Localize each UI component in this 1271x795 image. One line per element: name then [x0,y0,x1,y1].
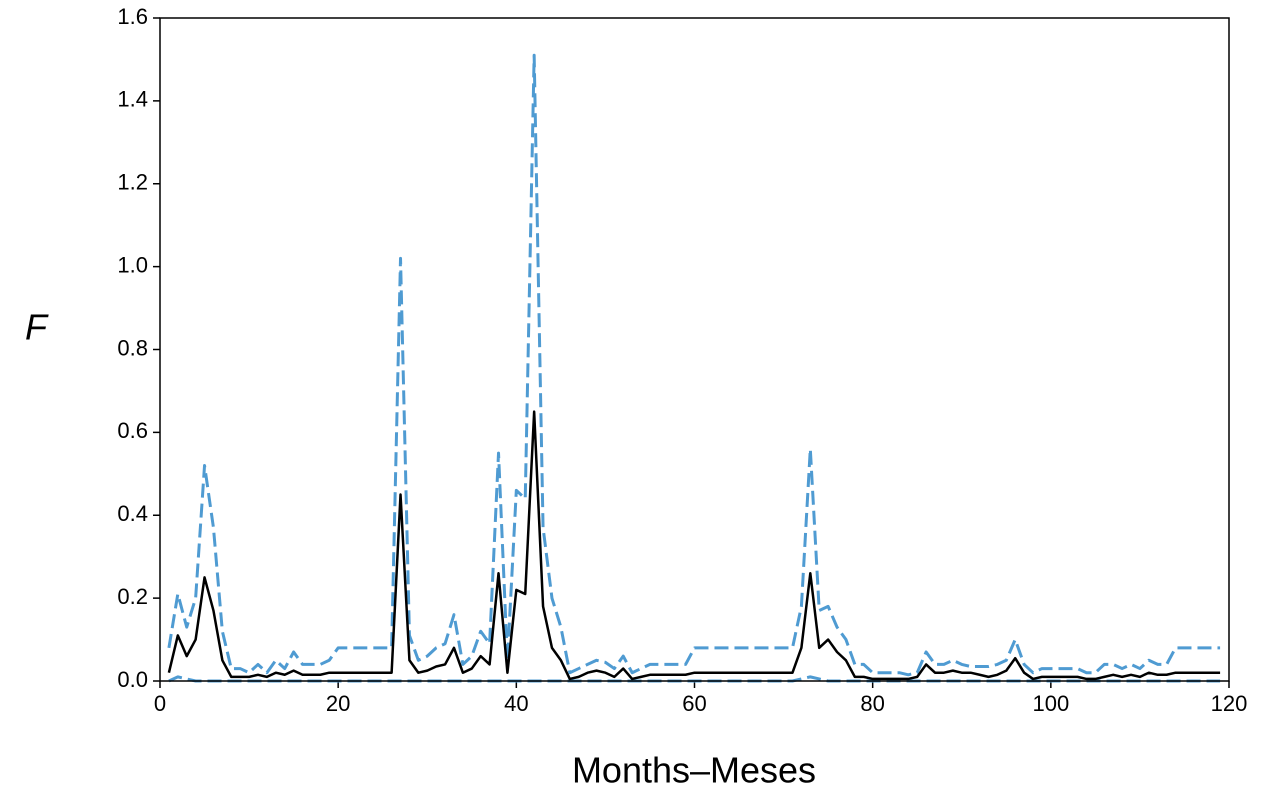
x-tick-label: 120 [1211,691,1248,716]
y-tick-label: 1.6 [117,4,148,29]
x-tick-label: 40 [504,691,528,716]
y-tick-label: 1.0 [117,252,148,277]
series-line [167,53,1221,677]
series-line [167,410,1221,681]
y-tick-label: 1.2 [117,170,148,195]
x-tick-label: 20 [326,691,350,716]
x-tick-label: 100 [1032,691,1069,716]
y-tick-label: 1.4 [117,87,148,112]
x-tick-label: 60 [682,691,706,716]
y-tick-label: 0.4 [117,501,148,526]
x-axis-label: Months–Meses [572,750,816,791]
x-tick-label: 0 [154,691,166,716]
plot-frame [159,17,1230,682]
y-tick-label: 0.8 [117,335,148,360]
y-tick-label: 0.0 [117,667,148,692]
y-axis-label: F [25,307,49,348]
x-tick-label: 80 [860,691,884,716]
y-tick-label: 0.2 [117,584,148,609]
y-tick-label: 0.6 [117,418,148,443]
